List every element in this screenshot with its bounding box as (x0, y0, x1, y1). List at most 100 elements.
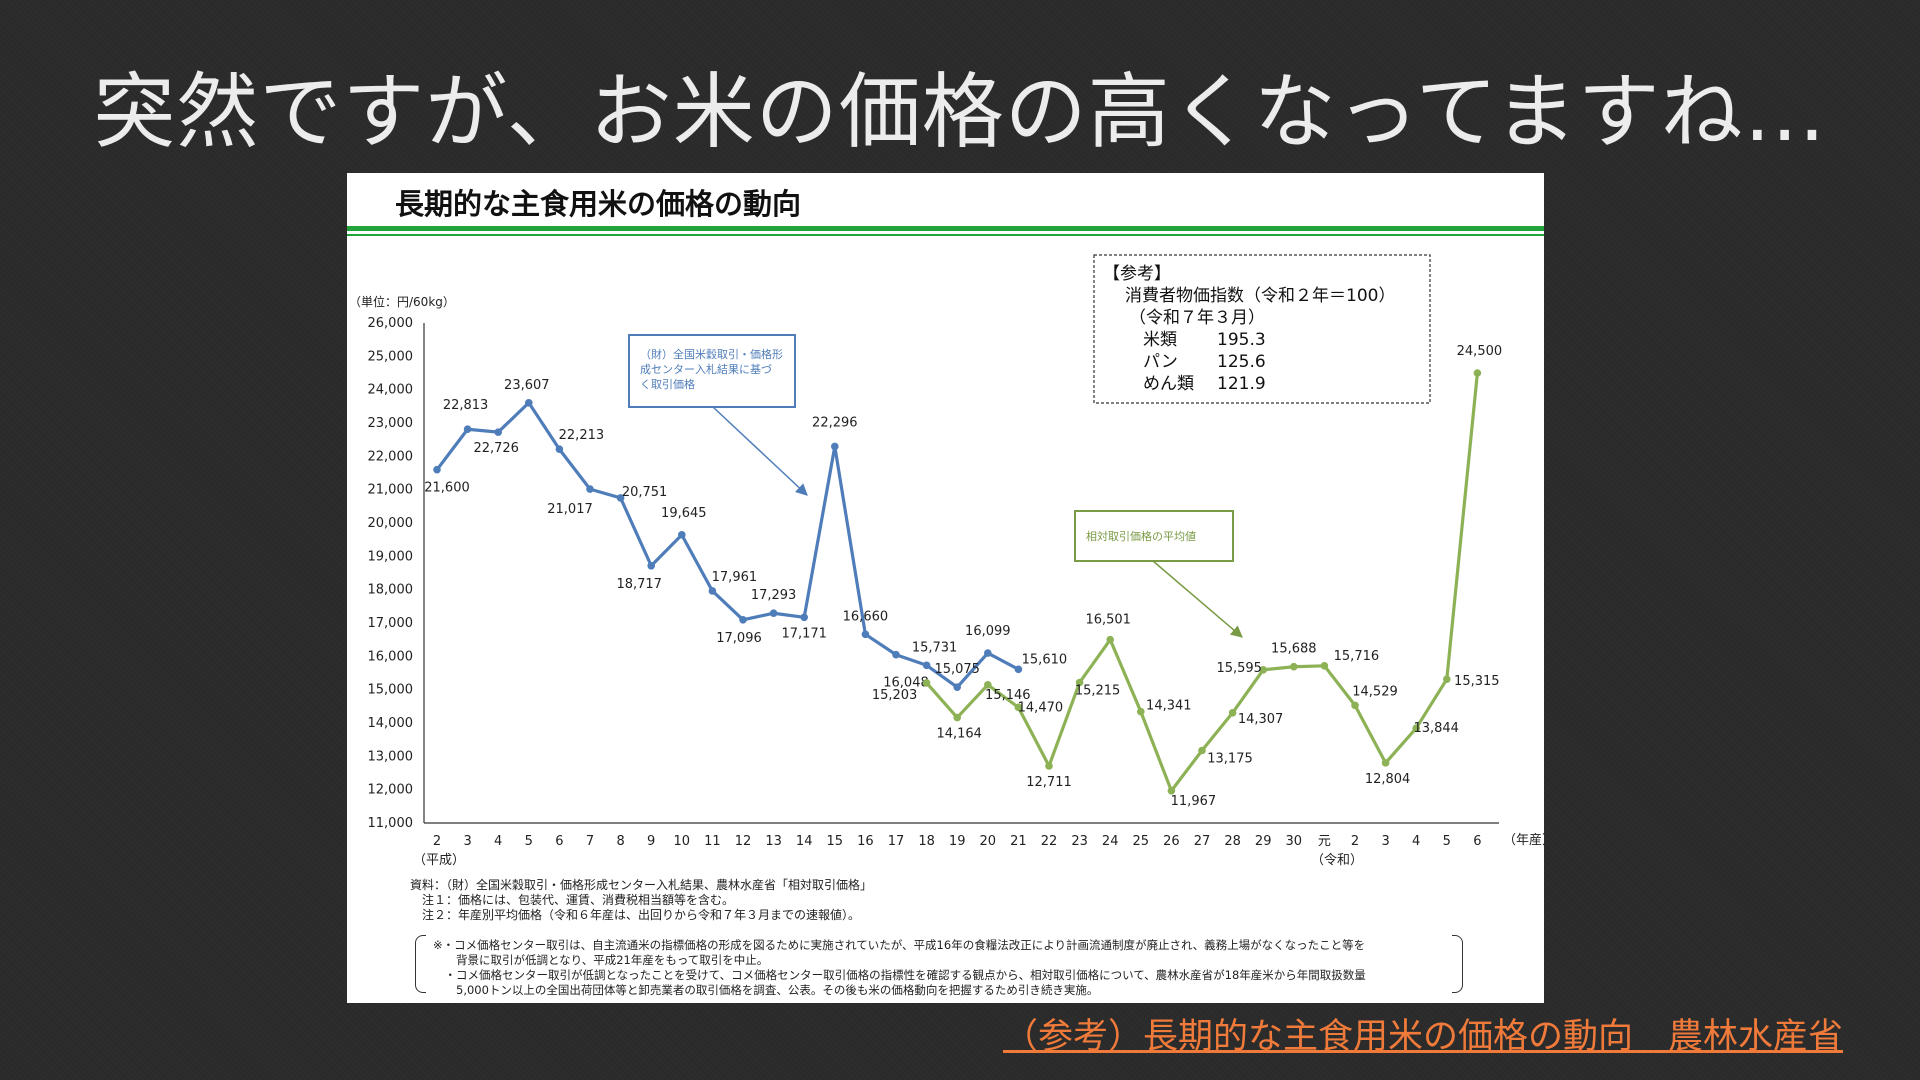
chart-title: 長期的な主食用米の価格の動向 (395, 187, 802, 221)
data-point (1320, 662, 1329, 670)
data-label: 17,171 (781, 626, 827, 641)
x-tick-label: 3 (1381, 834, 1389, 849)
data-point (494, 428, 502, 436)
reference-item-name: 米類 (1143, 330, 1177, 350)
data-label: 14,470 (1018, 700, 1064, 715)
slide-title: 突然ですが、お米の価格の高くなってますね… (93, 65, 1827, 160)
y-tick-label: 22,000 (368, 449, 414, 464)
reference-item-name: パン (1143, 352, 1178, 372)
data-point (922, 661, 931, 670)
caution-line: ・コメ価格センター取引が低調となったことを受けて、コメ価格センター取引価格の指標… (433, 968, 1366, 982)
data-label: 14,341 (1146, 699, 1192, 714)
data-label: 14,529 (1352, 684, 1398, 699)
data-point (647, 561, 655, 570)
reference-title: 【参考】 (1103, 264, 1171, 284)
green-callout-text: 相対取引価格の平均値 (1086, 529, 1196, 543)
reference-item-value: 125.6 (1217, 352, 1266, 372)
blue-callout-arrow (712, 406, 808, 496)
price-line-chart: （単位：円/60kg） 11,000 12,000 13,000 14,000 15,0… (349, 254, 1544, 868)
data-label: 15,075 (934, 662, 980, 677)
data-point (1045, 762, 1053, 770)
data-point (953, 683, 961, 691)
data-point (769, 609, 778, 618)
x-tick-label: 18 (918, 834, 935, 849)
caution-text: ※・コメ価格センター取引は、自主流通米の指標価格の形成を図るために実施されていた… (433, 938, 1366, 998)
x-tick-label: 17 (888, 834, 905, 849)
data-label: 23,607 (504, 378, 550, 393)
data-point (861, 630, 870, 639)
y-tick-label: 21,000 (368, 483, 414, 498)
y-tick-label: 17,000 (368, 616, 414, 631)
y-tick-label: 14,000 (368, 716, 414, 731)
data-point (1259, 666, 1267, 674)
data-label: 21,600 (424, 481, 470, 496)
x-tick-label: 28 (1224, 834, 1241, 849)
chart-notes: 資料：（財）全国米穀取引・価格形成センター入札結果、農林水産省「相対取引価格」 … (410, 878, 872, 923)
x-tick-label: 30 (1286, 834, 1303, 849)
data-label: 16,048 (883, 676, 929, 691)
x-axis-suffix: （年産） (1503, 832, 1544, 848)
y-tick-label: 24,000 (368, 383, 414, 398)
blue-callout-line-1: （財）全国米穀取引・価格形 (640, 347, 783, 361)
x-tick-label: 2 (1351, 834, 1359, 849)
x-tick-label: 8 (616, 834, 624, 849)
x-tick-label: 6 (555, 834, 563, 849)
era-reiwa-label: （令和） (1311, 853, 1363, 868)
data-label: 15,688 (1271, 642, 1317, 657)
x-tick-label: 4 (1412, 834, 1420, 849)
bracket-left (415, 935, 426, 993)
x-tick-label: 16 (857, 834, 874, 849)
data-point (1381, 759, 1390, 767)
blue-callout-text: （財）全国米穀取引・価格形 成センター入札結果に基づ く取引価格 (640, 347, 787, 391)
data-point (831, 442, 839, 451)
blue-callout-line-2: 成センター入札結果に基づ (640, 362, 772, 376)
y-tick-label: 19,000 (368, 549, 414, 564)
data-label: 12,711 (1026, 775, 1072, 790)
data-label: 22,296 (812, 415, 858, 430)
data-label: 17,961 (712, 570, 758, 585)
chart-panel: 長期的な主食用米の価格の動向 （単位：円/60kg） 11,000 12,000 1… (347, 173, 1544, 1003)
x-tick-label: 15 (827, 834, 844, 849)
reference-line-1: 消費者物価指数（令和２年＝100） (1125, 286, 1395, 306)
data-point (953, 713, 961, 722)
data-point (1075, 678, 1084, 687)
reference-item-value: 195.3 (1217, 330, 1266, 350)
x-tick-label: 21 (1010, 834, 1027, 849)
bracket-right (1452, 935, 1463, 993)
y-tick-label: 23,000 (368, 416, 414, 431)
y-tick-label: 11,000 (368, 816, 414, 831)
data-point (984, 649, 992, 657)
x-tick-label: 29 (1255, 834, 1272, 849)
data-label: 22,213 (559, 428, 605, 443)
data-point (1351, 701, 1359, 710)
data-point (1290, 662, 1298, 671)
reference-item-name: めん類 (1143, 374, 1194, 394)
x-tick-label: 25 (1133, 834, 1150, 849)
data-label: 15,610 (1022, 652, 1068, 667)
x-tick-label: 22 (1041, 834, 1058, 849)
source-link[interactable]: （参考）長期的な主食用米の価格の動向 農林水産省 (1002, 1017, 1843, 1057)
data-point (463, 425, 472, 434)
x-tick-label: 23 (1071, 834, 1088, 849)
x-tick-label: 6 (1473, 834, 1481, 849)
data-point (678, 531, 686, 539)
x-tick-label: 26 (1163, 834, 1180, 849)
x-tick-label: 5 (1443, 834, 1451, 849)
data-label: 18,717 (616, 577, 662, 592)
data-point (1412, 724, 1420, 732)
data-label: 24,500 (1457, 344, 1503, 359)
x-tick-label: 14 (796, 834, 813, 849)
data-label: 22,726 (473, 441, 519, 456)
unit-label: （単位：円/60kg） (349, 294, 455, 309)
data-label: 22,813 (443, 398, 489, 413)
x-tick-label: 元 (1318, 834, 1331, 849)
x-tick-label: 2 (433, 834, 441, 849)
data-label: 11,967 (1171, 794, 1217, 809)
x-tick-label: 5 (525, 834, 533, 849)
x-tick-label: 24 (1102, 834, 1119, 849)
green-callout-box (1074, 510, 1234, 562)
x-tick-label: 20 (980, 834, 997, 849)
green-callout-arrow (1152, 560, 1243, 638)
data-label: 15,215 (1075, 684, 1121, 699)
data-point (1198, 746, 1206, 755)
